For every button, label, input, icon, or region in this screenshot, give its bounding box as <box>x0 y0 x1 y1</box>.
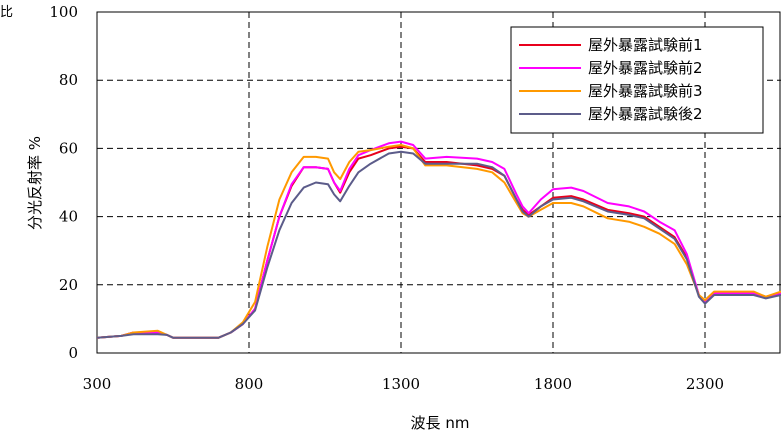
series-line-2 <box>97 140 781 339</box>
x-tick-label: 300 <box>83 375 112 393</box>
y-tick-label: 100 <box>49 3 78 21</box>
legend-box <box>510 26 764 134</box>
series-line-1 <box>97 145 781 339</box>
grid-lines <box>97 12 781 353</box>
y-tick-label: 0 <box>68 344 78 362</box>
x-axis-title: 波長 nm <box>411 414 470 432</box>
legend: 屋外暴露試験前1 屋外暴露試験前2 屋外暴露試験前3 屋外暴露試験後2 <box>510 26 764 134</box>
legend-label: 屋外暴露試験前1 <box>588 36 703 54</box>
corner-label: 比 <box>0 5 13 20</box>
x-tick-label: 800 <box>235 375 264 393</box>
x-axis-ticks: 300 800 1300 1800 2300 <box>83 375 724 393</box>
y-tick-label: 60 <box>59 139 78 157</box>
y-axis-ticks: 0 20 40 60 80 100 <box>49 3 78 362</box>
series-line-4 <box>97 150 781 339</box>
y-tick-label: 40 <box>59 208 78 226</box>
legend-label: 屋外暴露試験後2 <box>588 105 703 123</box>
y-axis-title: 分光反射率 % <box>26 136 44 230</box>
x-tick-label: 2300 <box>686 375 724 393</box>
x-tick-label: 1800 <box>534 375 572 393</box>
legend-label: 屋外暴露試験前2 <box>588 59 703 77</box>
y-tick-label: 20 <box>59 276 78 294</box>
series-layer <box>97 140 781 339</box>
plot-frame <box>96 11 781 354</box>
x-tick-label: 1300 <box>382 375 420 393</box>
series-line-3 <box>97 144 781 339</box>
y-tick-label: 80 <box>59 71 78 89</box>
legend-label: 屋外暴露試験前3 <box>588 82 703 100</box>
